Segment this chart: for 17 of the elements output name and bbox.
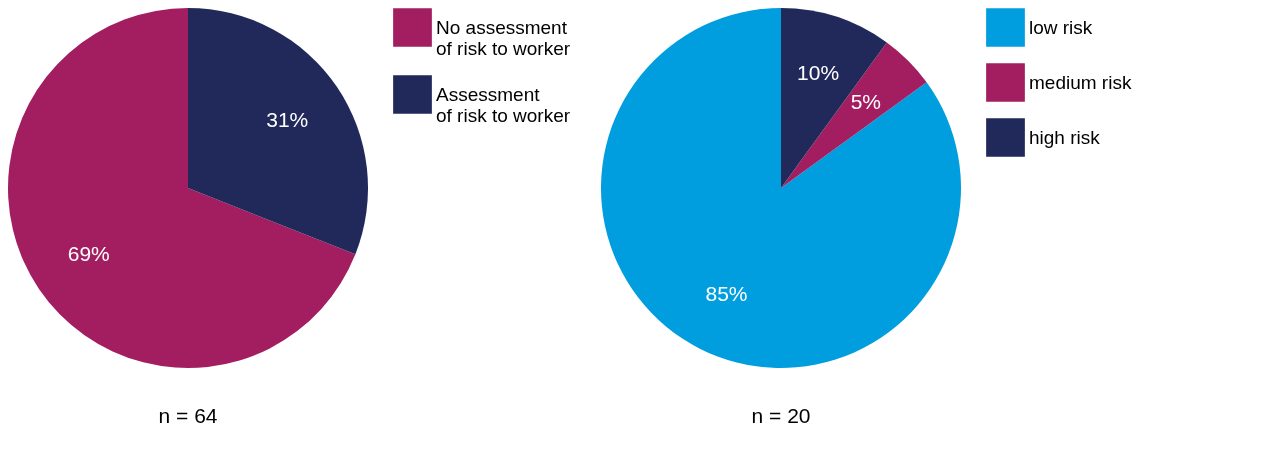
data-label: 85%: [705, 281, 748, 305]
pie-slice: [8, 8, 356, 368]
pie-slice: [781, 8, 887, 188]
pie-slice: [781, 42, 927, 188]
legend-label: Assessment of risk to worker: [436, 83, 571, 126]
data-label: 69%: [67, 242, 110, 266]
legend-label: medium risk: [1029, 71, 1132, 93]
text: n = 64: [158, 404, 218, 427]
legend-label: No assessment of risk to worker: [436, 16, 571, 59]
data-label: 10%: [797, 60, 840, 84]
pie-slice: [188, 8, 368, 255]
text: n = 20: [751, 404, 811, 427]
pie-slice: [601, 8, 961, 368]
data-label: 31%: [266, 107, 309, 131]
legend-label: high risk: [1029, 126, 1101, 148]
legend-label: low risk: [1029, 16, 1093, 38]
data-label: 5%: [850, 90, 882, 114]
